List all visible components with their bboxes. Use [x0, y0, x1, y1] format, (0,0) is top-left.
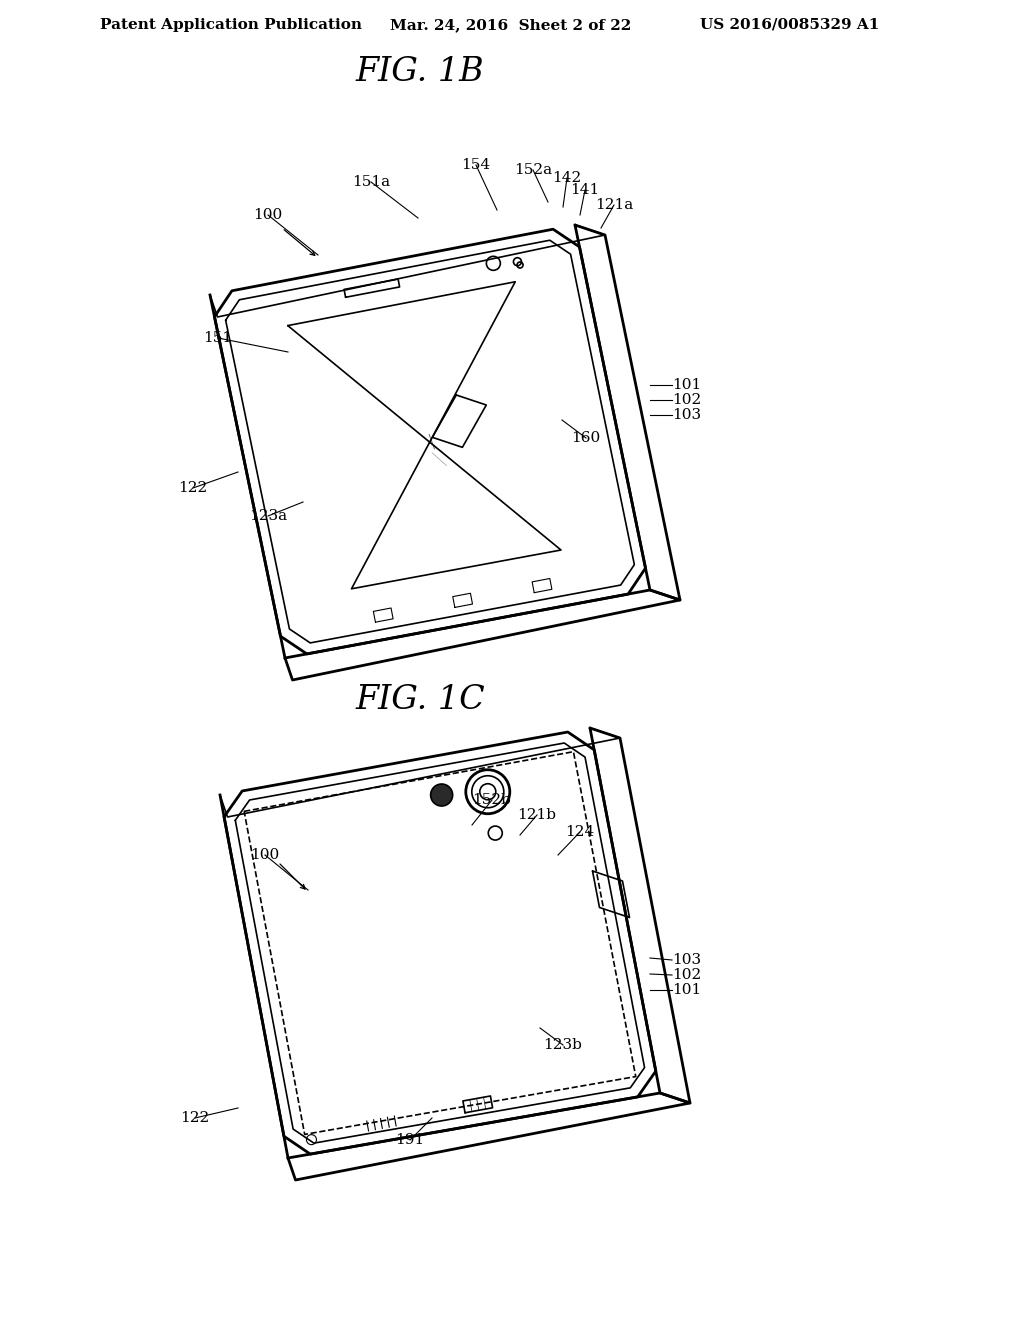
Text: FIG. 1C: FIG. 1C	[355, 684, 484, 715]
Text: 101: 101	[672, 378, 701, 392]
Text: 152b: 152b	[472, 793, 511, 807]
Text: 124: 124	[565, 825, 595, 840]
Text: 121b: 121b	[517, 808, 556, 822]
Text: 151a: 151a	[352, 176, 390, 189]
Text: 141: 141	[570, 183, 600, 197]
Circle shape	[431, 784, 453, 807]
Text: 151: 151	[204, 331, 232, 345]
Text: US 2016/0085329 A1: US 2016/0085329 A1	[700, 18, 880, 32]
Text: 122: 122	[178, 480, 208, 495]
Text: 154: 154	[462, 158, 490, 172]
Text: 142: 142	[552, 172, 582, 185]
Text: 103: 103	[672, 953, 701, 968]
Text: 152a: 152a	[514, 162, 552, 177]
Text: 123a: 123a	[249, 510, 287, 523]
Text: 102: 102	[672, 968, 701, 982]
Text: 191: 191	[395, 1133, 425, 1147]
Text: 100: 100	[253, 209, 283, 222]
Text: 122: 122	[180, 1111, 210, 1125]
Text: 103: 103	[672, 408, 701, 422]
Text: 102: 102	[672, 393, 701, 407]
Text: 160: 160	[571, 432, 601, 445]
Text: 121a: 121a	[595, 198, 633, 213]
Text: 100: 100	[251, 847, 280, 862]
Text: Mar. 24, 2016  Sheet 2 of 22: Mar. 24, 2016 Sheet 2 of 22	[390, 18, 631, 32]
Text: 123b: 123b	[544, 1038, 583, 1052]
Text: Patent Application Publication: Patent Application Publication	[100, 18, 362, 32]
Text: FIG. 1B: FIG. 1B	[355, 55, 484, 88]
Text: 101: 101	[672, 983, 701, 997]
